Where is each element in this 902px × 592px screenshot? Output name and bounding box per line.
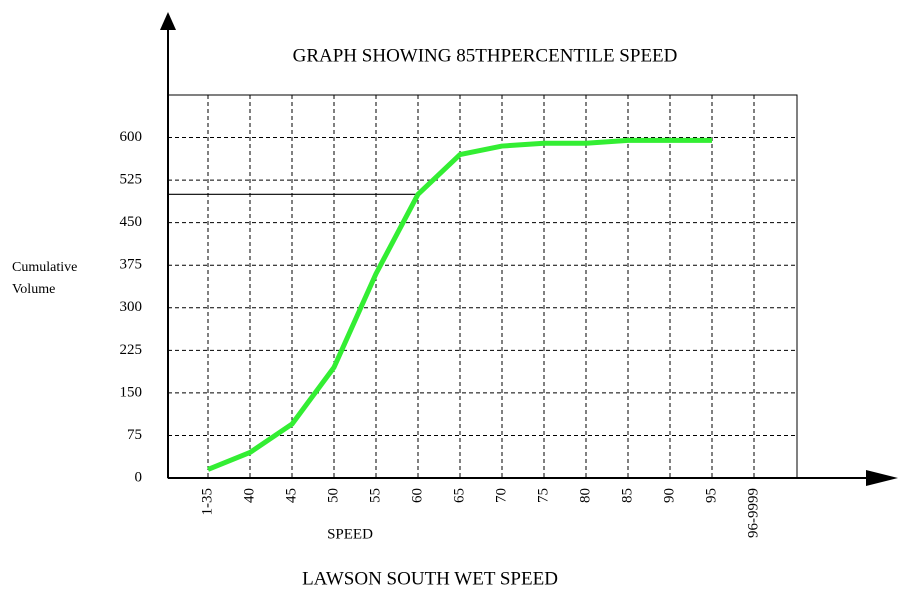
caption: LAWSON SOUTH WET SPEED — [302, 568, 558, 589]
y-tick-label: 600 — [120, 129, 143, 145]
x-axis-arrow — [866, 470, 898, 486]
x-tick-label: 75 — [535, 488, 551, 503]
x-tick-label: 80 — [577, 488, 593, 503]
x-tick-label: 70 — [493, 488, 509, 503]
y-tick-label: 525 — [120, 172, 143, 188]
y-axis-arrow — [160, 12, 176, 30]
x-tick-label: 96-9999 — [745, 488, 761, 538]
data-line — [207, 137, 712, 472]
y-tick-label: 0 — [135, 469, 143, 485]
x-tick-label: 55 — [367, 488, 383, 503]
y-tick-label: 450 — [120, 214, 143, 230]
x-tick-label: 45 — [283, 488, 299, 503]
plot-frame — [167, 94, 798, 479]
y-axis-label: Volume — [12, 282, 55, 297]
x-axis-label: SPEED — [327, 526, 373, 542]
chart-title: GRAPH SHOWING 85THPERCENTILE SPEED — [293, 45, 678, 66]
x-tick-label: 85 — [619, 488, 635, 503]
x-tick-label: 40 — [241, 488, 257, 503]
x-tick-label: 65 — [451, 488, 467, 503]
y-tick-label: 75 — [127, 427, 142, 443]
x-tick-label: 90 — [661, 488, 677, 503]
x-tick-label: 50 — [325, 488, 341, 503]
y-tick-label: 225 — [120, 342, 143, 358]
y-tick-label: 150 — [120, 384, 143, 400]
x-tick-label: 95 — [703, 488, 719, 503]
y-tick-label: 375 — [120, 257, 143, 273]
y-tick-label: 300 — [120, 299, 143, 315]
x-tick-label: 1-35 — [199, 488, 215, 516]
y-axis-label: Cumulative — [12, 260, 77, 275]
x-tick-label: 60 — [409, 488, 425, 503]
